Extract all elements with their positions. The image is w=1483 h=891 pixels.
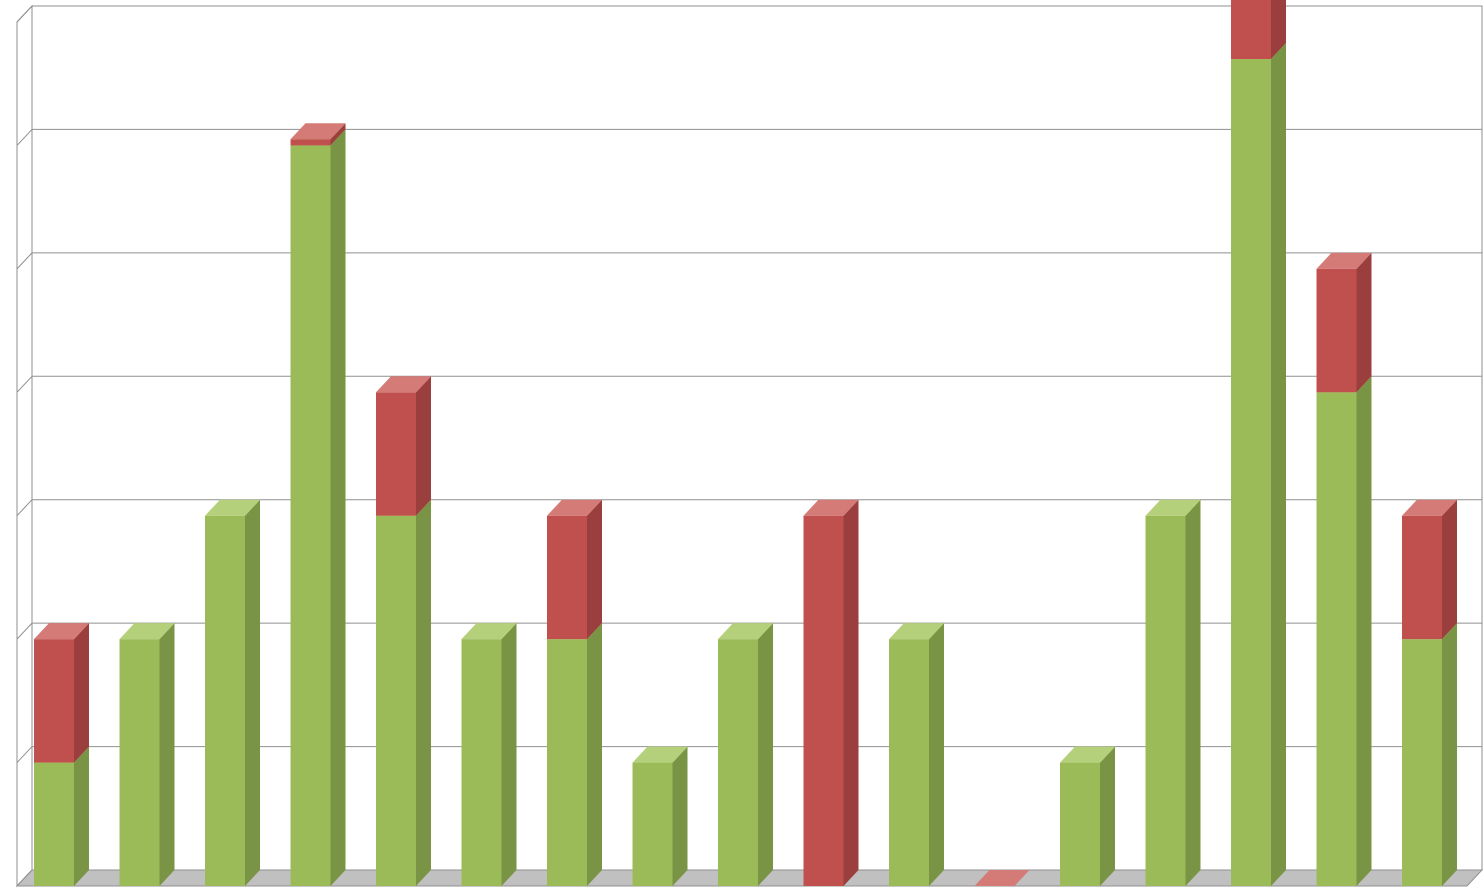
stacked-bar-chart	[0, 0, 1483, 891]
